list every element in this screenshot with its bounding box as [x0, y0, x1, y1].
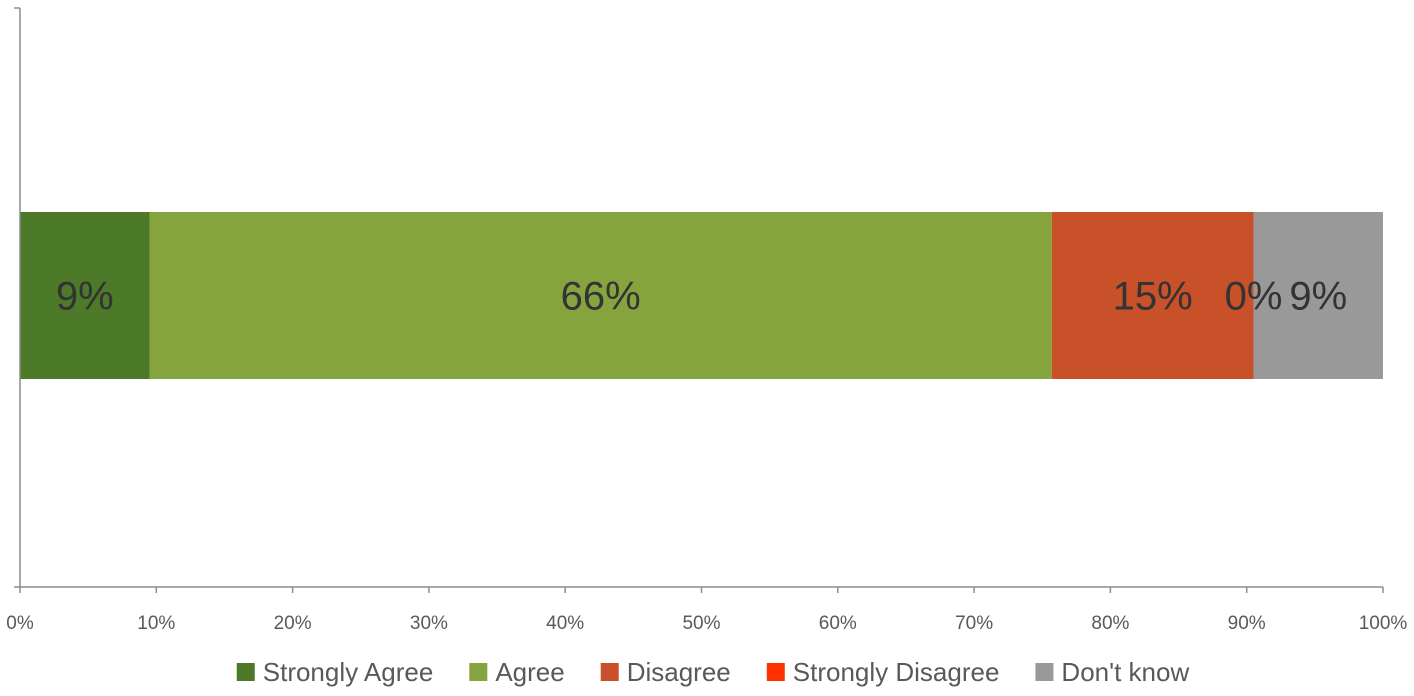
x-tick-label: 50% — [682, 613, 720, 634]
legend-swatch — [600, 663, 619, 681]
legend-swatch — [766, 663, 785, 681]
x-axis-ticks: 0% 10% 20% 30% 40% 50% 60% 70% 80% 90% 100% — [6, 7, 1408, 634]
x-tick-label: 70% — [955, 613, 993, 634]
legend-swatch — [469, 663, 488, 681]
legend-item-disagree: Disagree — [600, 657, 731, 687]
x-tick-label: 0% — [6, 613, 34, 634]
legend-label: Strongly Disagree — [793, 657, 1000, 687]
data-label-don-t-know: 9% — [1289, 275, 1347, 319]
x-tick-label: 30% — [410, 613, 448, 634]
data-label-strongly-agree: 9% — [56, 275, 114, 319]
legend-label: Don't know — [1061, 657, 1189, 687]
legend-label: Disagree — [627, 657, 731, 687]
legend-swatch — [1035, 663, 1054, 681]
data-label-agree: 66% — [561, 275, 641, 319]
x-tick-label: 90% — [1228, 613, 1266, 634]
legend-item-strongly-disagree: Strongly Disagree — [766, 657, 1000, 687]
x-tick-label: 10% — [137, 613, 175, 634]
legend-item-don-t-know: Don't know — [1035, 657, 1189, 687]
bar-segment-disagree — [1051, 212, 1254, 379]
legend-swatch — [236, 663, 255, 681]
x-tick-label: 20% — [274, 613, 312, 634]
legend-item-strongly-agree: Strongly Agree — [236, 657, 434, 687]
data-labels: 9% 66% 15% 0% 9% — [56, 275, 1347, 319]
bar-segment-don-t-know — [1253, 212, 1383, 379]
data-label-strongly-disagree: 0% — [1225, 275, 1283, 319]
legend-label: Agree — [495, 657, 564, 687]
legend: Strongly Agree Agree Disagree Strongly Disa… — [236, 657, 1189, 687]
bar-segment-strongly-agree — [20, 212, 150, 379]
legend-label: Strongly Agree — [263, 657, 434, 687]
x-tick-label: 80% — [1091, 613, 1129, 634]
x-tick-label: 100% — [1359, 613, 1408, 634]
x-tick-label: 60% — [819, 613, 857, 634]
bar-segment-agree — [149, 212, 1052, 379]
x-tick-label: 40% — [546, 613, 584, 634]
legend-item-agree: Agree — [469, 657, 565, 687]
bar-segments — [20, 212, 1383, 379]
data-label-disagree: 15% — [1113, 275, 1193, 319]
